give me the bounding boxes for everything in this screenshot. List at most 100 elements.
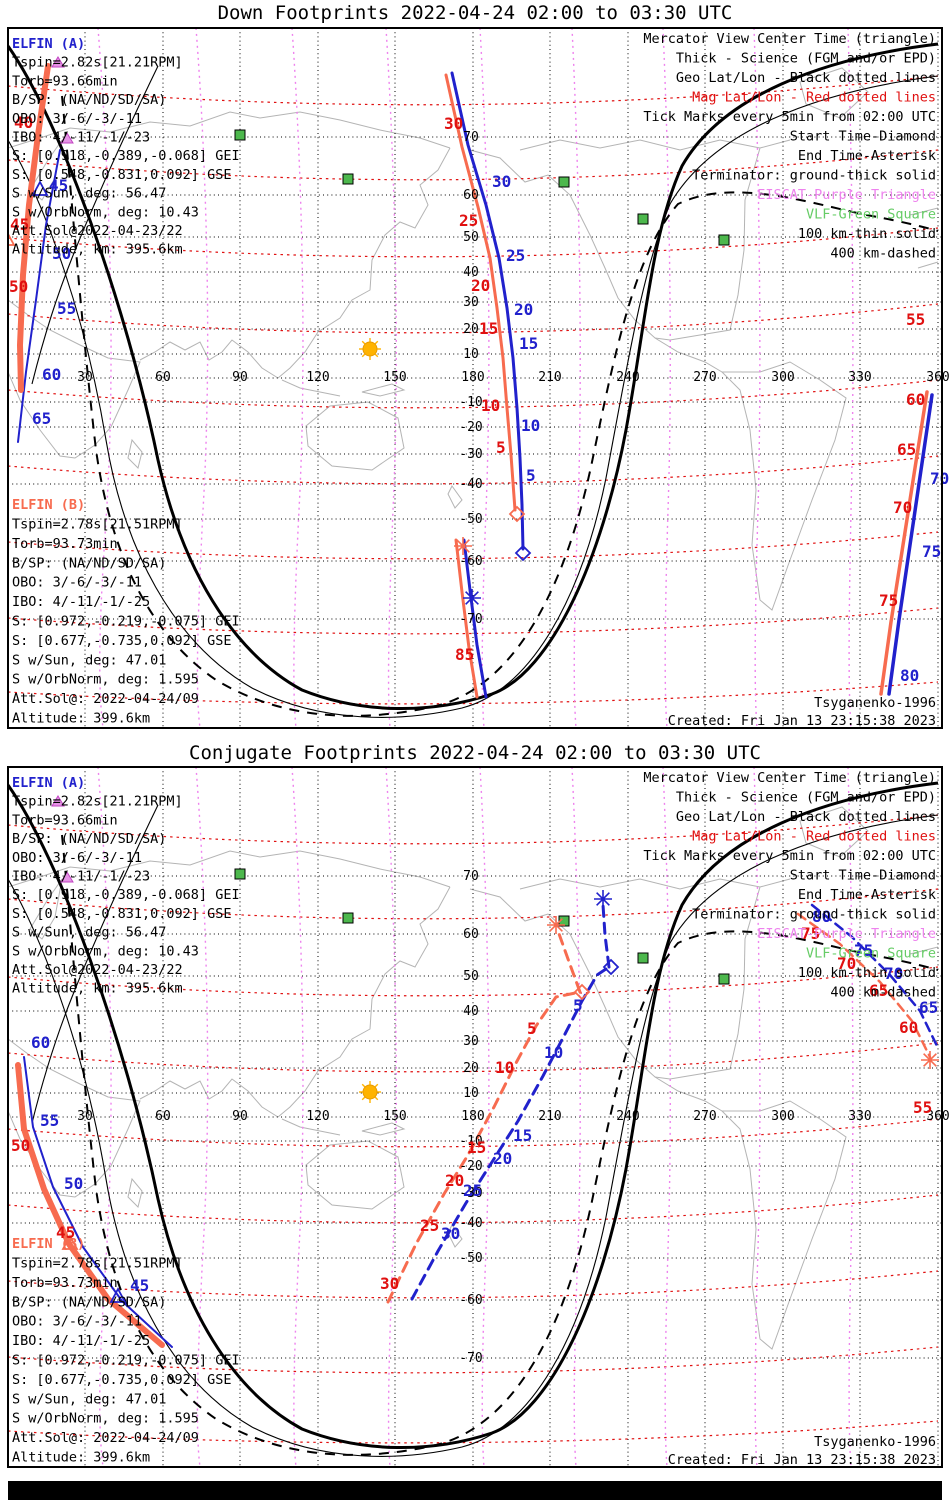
elfin-a-info-line: IBO: 4/-11/-1/-23 <box>12 869 150 885</box>
mag-lon-line <box>571 767 581 1467</box>
elfin-a-info-line: S w/OrbNorm, deg: 10.43 <box>12 943 199 959</box>
legend-line: Mag Lat/Lon - Red dotted lines <box>692 90 936 106</box>
satellite-track-blue <box>601 903 611 969</box>
latitude-label: -10 <box>459 395 482 410</box>
elfin-a-info-line: Altitude, km: 395.6km <box>12 242 183 258</box>
tick-label-layer: 3025201510545505560657075803025201510540… <box>9 113 949 685</box>
terminator-layer <box>8 42 939 718</box>
longitude-label: 210 <box>538 370 561 385</box>
mag-lon-line <box>479 767 490 1467</box>
time-tick-label-red: 70 <box>893 498 912 517</box>
vlf-green-square <box>637 213 649 225</box>
time-tick-label-blue: 60 <box>31 1033 50 1052</box>
time-tick-label-red: 20 <box>445 1171 464 1190</box>
elfin-a-info-line: Torb=93.66min <box>12 73 118 89</box>
latitude-label: -40 <box>459 1216 482 1231</box>
time-tick-label-red: 5 <box>527 1019 537 1038</box>
coastline <box>909 207 939 216</box>
legend-line: 400 km-dashed <box>830 985 936 1001</box>
sun-disc <box>362 1084 378 1100</box>
latitude-label: 60 <box>463 188 479 203</box>
satellite-track-orange <box>17 63 51 393</box>
longitude-label: 300 <box>771 370 794 385</box>
longitude-label: 180 <box>461 1109 484 1124</box>
coastline <box>447 485 463 509</box>
latitude-label: 30 <box>463 1034 479 1049</box>
elfin-a-info-line: S: [0.918,-0.389,-0.068] GEI <box>12 148 240 164</box>
legend-line: 100 km-thin solid <box>798 226 936 242</box>
mag-lat-line <box>8 1118 939 1148</box>
time-tick-label-red: 65 <box>869 981 888 1000</box>
mag-lat-line <box>8 455 939 485</box>
start-time-diamond-marker <box>602 958 620 976</box>
sun-disc <box>362 341 378 357</box>
mag-lat-line <box>8 1270 939 1299</box>
mag-lat-line <box>8 227 939 258</box>
time-tick-label-red: 50 <box>11 1136 30 1155</box>
elfin-b-info-line: S w/Sun, deg: 47.01 <box>12 652 166 668</box>
longitude-label: 330 <box>848 1109 871 1124</box>
created-timestamp: Created: Fri Jan 13 23:15:38 2023 <box>668 1452 936 1468</box>
elfin-b-header: ELFIN (B) <box>12 497 85 513</box>
legend-line: VLF-Green Square <box>806 946 936 962</box>
elfin-a-info-line: S: [0.918,-0.389,-0.068] GEI <box>12 887 240 903</box>
satellite-track-blue <box>462 538 488 699</box>
latitude-label: -60 <box>459 1293 482 1308</box>
time-tick-label-red: 25 <box>420 1216 439 1235</box>
time-tick-label-red: 75 <box>801 924 820 943</box>
elfin-a-info-line: S w/Sun, deg: 56.47 <box>12 925 166 941</box>
elfin-b-info-line: OBO: 3/-6/-3/-11 <box>12 575 142 591</box>
geo-grid-layer <box>8 767 942 1467</box>
satellite-track-orange <box>386 990 582 1304</box>
elfin-b-info-line: S w/OrbNorm, deg: 1.595 <box>12 672 199 688</box>
mag-lon-line <box>195 767 209 1467</box>
center-time-triangle-marker <box>109 1287 127 1303</box>
time-tick-label-red: 60 <box>899 1018 918 1037</box>
elfin-b-info-line: Torb=93.73min <box>12 536 118 552</box>
elfin-b-info-line: B/SP: (NA/ND/SD/SA) <box>12 1294 166 1310</box>
time-tick-label-blue: 75 <box>854 941 873 960</box>
longitude-label: 360 <box>926 370 949 385</box>
coastline-layer <box>8 67 939 611</box>
credits: Tsyganenko-1996 Created: Fri Jan 13 23:15… <box>668 1434 936 1468</box>
longitude-label: 360 <box>926 1109 949 1124</box>
latitude-label: -10 <box>459 1134 482 1149</box>
longitude-label: 60 <box>155 1109 171 1124</box>
satellite-track-blue <box>23 1056 173 1348</box>
eiscat-purple-triangle <box>60 132 74 144</box>
legend-line: Mercator View Center Time (triangle) <box>643 770 936 786</box>
time-tick-label-red: 50 <box>9 277 28 296</box>
end-time-asterisk-marker <box>547 916 565 934</box>
elfin-b-info-line: Altitude: 399.6km <box>12 711 150 727</box>
legend-line: 100 km-thin solid <box>798 965 936 981</box>
mag-grid-layer <box>8 767 939 1467</box>
elfin-a-info-line: Altitude, km: 395.6km <box>12 981 183 997</box>
time-tick-label-red: 85 <box>455 645 474 664</box>
model-credit: Tsyganenko-1996 <box>814 695 936 711</box>
end-time-asterisk-marker <box>463 589 481 607</box>
terminator-ground-thick <box>8 781 939 1450</box>
longitude-label: 240 <box>616 1109 639 1124</box>
latitude-label: 70 <box>463 130 479 145</box>
time-tick-label-blue: 50 <box>64 1174 83 1193</box>
latitude-label: 10 <box>463 347 479 362</box>
latitude-label: 20 <box>463 1061 479 1076</box>
down-footprints-map: 30 60 90 120 150 180 210 240 270 300 330 360 70 60 50 4… <box>7 27 950 729</box>
time-tick-label-blue: 20 <box>514 300 533 319</box>
station-layer <box>51 795 730 985</box>
legend-line: Mag Lat/Lon - Red dotted lines <box>692 829 936 845</box>
time-tick-label-red: 75 <box>879 591 898 610</box>
time-tick-label-blue: 25 <box>506 246 525 265</box>
end-time-asterisk-marker <box>594 890 612 908</box>
coastline <box>281 1118 341 1136</box>
satellite-track-orange <box>879 390 929 696</box>
center-time-triangle-marker <box>8 231 16 246</box>
satellite-track-blue <box>450 71 525 551</box>
legend-line: Thick - Science (FGM and/or EPD) <box>676 51 936 67</box>
latitude-label: -40 <box>459 477 482 492</box>
eiscat-purple-triangle <box>60 871 74 883</box>
legend-line: Terminator: ground-thick solid <box>692 907 936 923</box>
axis-label-layer: 30 60 90 120 150 180 210 240 270 300 330 360 70 60 50 4… <box>77 869 950 1366</box>
mag-grid-layer <box>8 28 939 728</box>
coastline <box>305 401 405 471</box>
